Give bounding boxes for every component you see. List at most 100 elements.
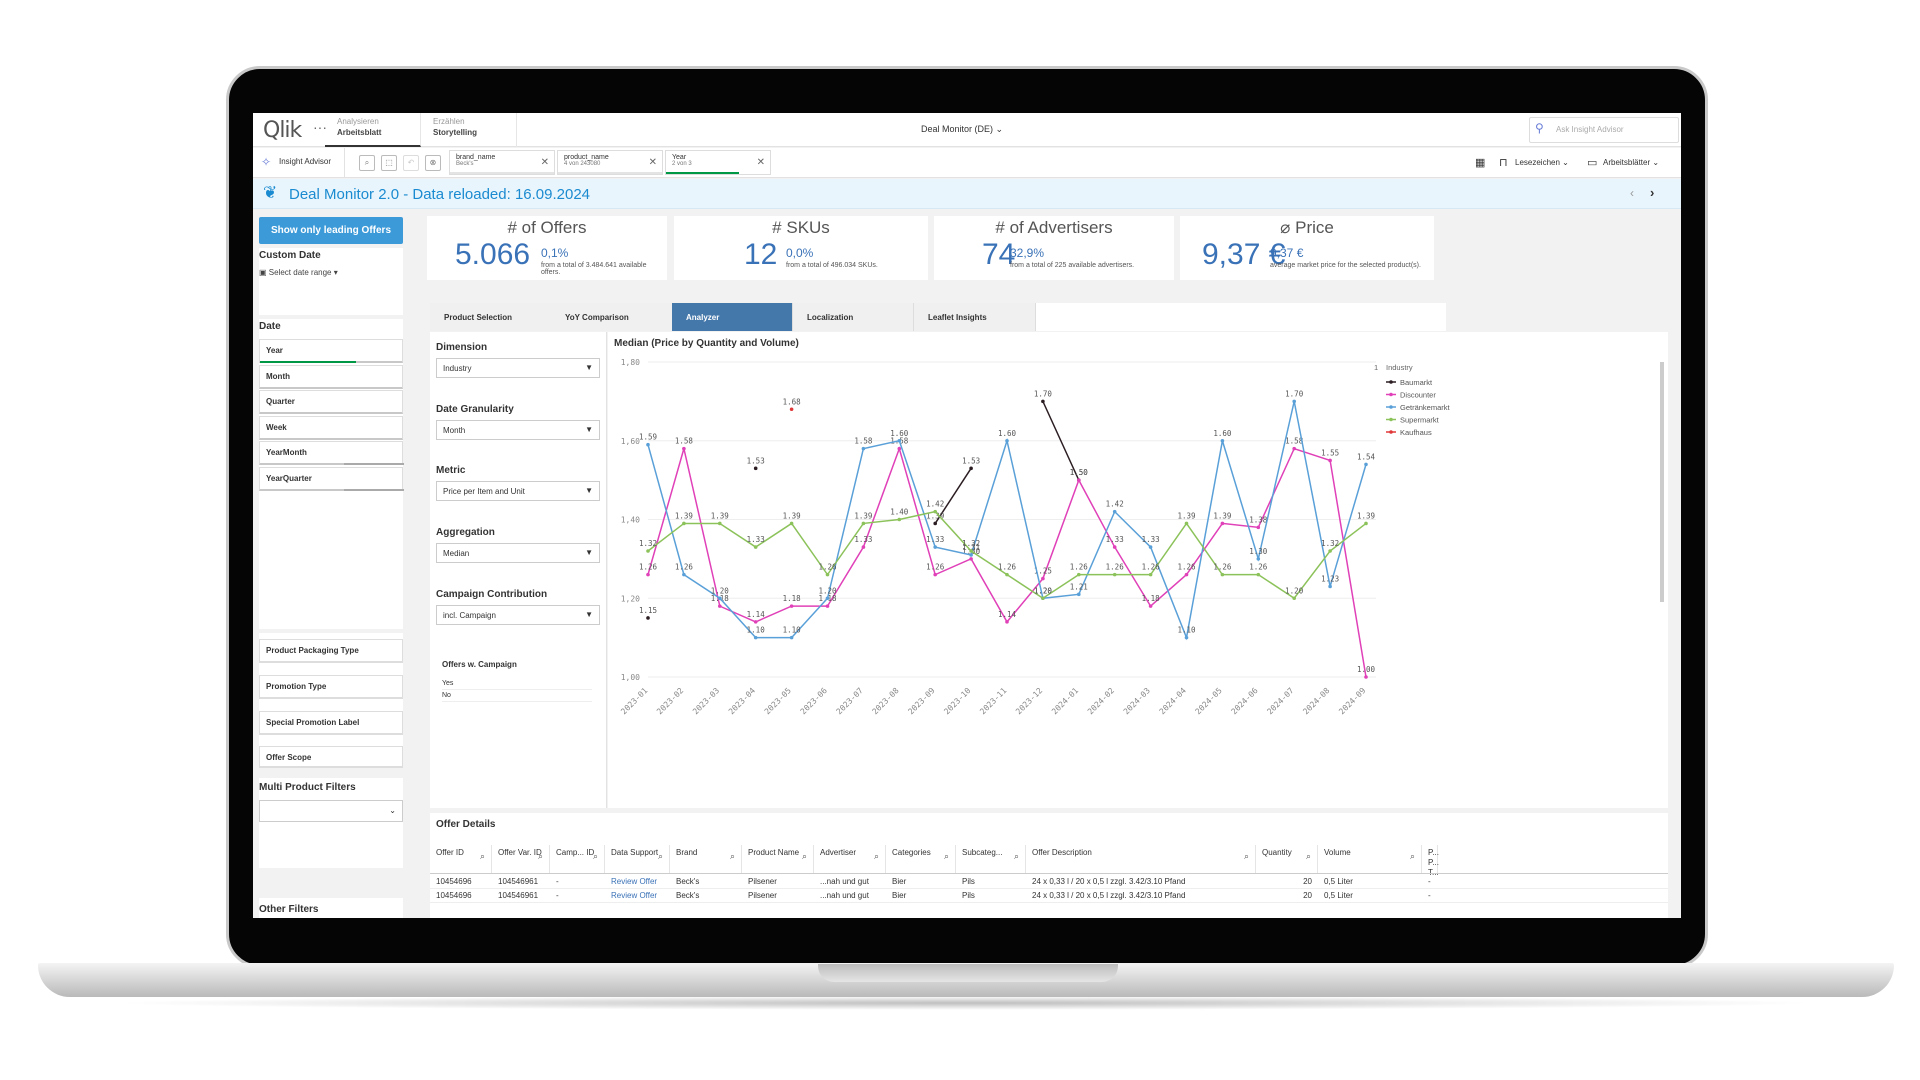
qlik-logo[interactable]: Qlik [263, 118, 302, 143]
data-point[interactable] [1148, 572, 1153, 577]
data-point[interactable] [969, 549, 973, 553]
column-header[interactable]: Offer Description ⌕ [1026, 845, 1256, 873]
column-search-icon[interactable]: ⌕ [537, 851, 543, 861]
data-point[interactable] [897, 517, 902, 522]
close-icon[interactable]: ✕ [648, 157, 657, 168]
data-point[interactable] [1292, 596, 1296, 601]
column-search-icon[interactable]: ⌕ [1013, 851, 1019, 861]
filter-week[interactable]: Week [259, 416, 403, 440]
data-point[interactable] [1220, 572, 1225, 577]
column-search-icon[interactable]: ⌕ [1305, 851, 1311, 861]
data-point[interactable] [1148, 604, 1153, 608]
grid-view-icon[interactable]: ▦ [1475, 157, 1486, 169]
column-header[interactable]: Advertiser ⌕ [814, 845, 886, 873]
selection-chip-year[interactable]: Year 2 von 3 ✕ [665, 150, 771, 175]
data-point[interactable] [1184, 521, 1189, 526]
column-search-icon[interactable]: ⌕ [943, 851, 949, 861]
data-point[interactable] [825, 596, 830, 601]
review-offer-link[interactable]: Review Offer [611, 877, 658, 886]
column-search-icon[interactable]: ⌕ [801, 851, 807, 861]
show-leading-offers-button[interactable]: Show only leading Offers [259, 217, 403, 244]
column-header[interactable]: Brand ⌕ [670, 845, 742, 873]
legend-entry[interactable]: Supermarkt [1400, 416, 1440, 425]
data-point[interactable] [825, 572, 830, 577]
more-menu-icon[interactable]: ··· [313, 119, 327, 135]
bookmarks-button[interactable]: Lesezeichen ⌄ [1515, 158, 1569, 167]
data-point[interactable] [1256, 572, 1261, 577]
data-point[interactable] [753, 620, 758, 624]
column-search-icon[interactable]: ⌕ [479, 851, 485, 861]
review-offer-link[interactable]: Review Offer [611, 891, 658, 900]
tab-analyzer[interactable]: Analyzer [672, 303, 793, 331]
column-header[interactable]: Product Name ⌕ [742, 845, 814, 873]
granularity-select[interactable]: Month ▼ [436, 420, 600, 440]
data-point[interactable] [753, 635, 758, 640]
data-point[interactable] [718, 521, 722, 526]
legend-entry[interactable]: Baumarkt [1400, 378, 1433, 387]
filter-month[interactable]: Month [259, 365, 403, 389]
data-point[interactable] [682, 521, 686, 526]
data-point[interactable] [753, 545, 758, 549]
data-point[interactable] [1256, 557, 1261, 561]
data-point[interactable] [718, 604, 722, 608]
data-point[interactable] [753, 466, 758, 471]
filter-yearquarter[interactable]: YearQuarter [259, 467, 404, 491]
column-search-icon[interactable]: ⌕ [873, 851, 879, 861]
data-point[interactable] [1184, 635, 1189, 640]
data-point[interactable] [718, 596, 722, 601]
smart-search-icon[interactable]: ⌕ [359, 155, 375, 171]
ask-insight-advisor-input[interactable]: Ask Insight Advisor [1529, 117, 1679, 143]
data-point[interactable] [933, 545, 937, 549]
data-point[interactable] [825, 604, 830, 608]
column-search-icon[interactable]: ⌕ [729, 851, 735, 861]
tab-localization[interactable]: Localization [793, 303, 914, 331]
filter-packaging-type[interactable]: Product Packaging Type [259, 639, 403, 663]
column-search-icon[interactable]: ⌕ [1409, 851, 1415, 861]
step-back-icon[interactable]: ↶ [403, 155, 419, 171]
table-row[interactable]: 10454696 104546961 - Review Offer Beck's Pils… [430, 875, 1668, 889]
data-point[interactable] [1292, 399, 1296, 404]
filter-yearmonth[interactable]: YearMonth [259, 441, 404, 465]
selection-chip-brand[interactable]: brand_name Beck's ✕ [449, 150, 555, 175]
data-point[interactable] [1077, 592, 1081, 597]
data-point[interactable] [1005, 620, 1009, 624]
data-point[interactable] [789, 521, 794, 526]
column-header[interactable]: Categories ⌕ [886, 845, 956, 873]
close-icon[interactable]: ✕ [540, 157, 549, 168]
multi-product-select[interactable]: ⌄ [259, 800, 403, 822]
data-point[interactable] [682, 572, 686, 577]
tab-leaflet-insights[interactable]: Leaflet Insights [914, 303, 1036, 331]
data-point[interactable] [933, 572, 937, 577]
close-icon[interactable]: ✕ [756, 157, 765, 168]
column-header[interactable]: Offer ID ⌕ [430, 845, 492, 873]
dimension-select[interactable]: Industry ▼ [436, 358, 600, 378]
data-point[interactable] [1220, 521, 1225, 526]
data-point[interactable] [1148, 545, 1153, 549]
data-point[interactable] [789, 407, 794, 412]
data-point[interactable] [1077, 478, 1081, 482]
data-point[interactable] [789, 604, 794, 608]
data-point[interactable] [1112, 509, 1117, 514]
offers-campaign-yes[interactable]: Yes [442, 680, 592, 690]
aggregation-select[interactable]: Median ▼ [436, 543, 600, 563]
column-header[interactable]: Volume ⌕ [1318, 845, 1422, 873]
data-point[interactable] [1364, 521, 1368, 526]
nav-analyze[interactable]: Analysieren Arbeitsblatt [325, 113, 421, 147]
metric-select[interactable]: Price per Item and Unit ▼ [436, 481, 600, 501]
data-point[interactable] [1184, 572, 1189, 577]
column-header[interactable]: Data Support ⌕ [605, 845, 670, 873]
data-point[interactable] [1112, 545, 1117, 549]
data-point[interactable] [1364, 462, 1368, 467]
data-point[interactable] [861, 545, 866, 549]
data-point[interactable] [861, 446, 866, 451]
data-point[interactable] [1328, 584, 1332, 589]
selection-chip-product[interactable]: product_name 4 von 243080 ✕ [557, 150, 663, 175]
data-point[interactable] [1328, 458, 1332, 463]
table-row[interactable]: 10454696 104546961 - Review Offer Beck's Pils… [430, 889, 1668, 903]
data-point[interactable] [1005, 572, 1009, 577]
data-point[interactable] [1292, 446, 1296, 451]
data-point[interactable] [1256, 525, 1261, 530]
chart-scrollbar[interactable] [1660, 362, 1664, 602]
filter-offer-scope[interactable]: Offer Scope [259, 746, 403, 768]
